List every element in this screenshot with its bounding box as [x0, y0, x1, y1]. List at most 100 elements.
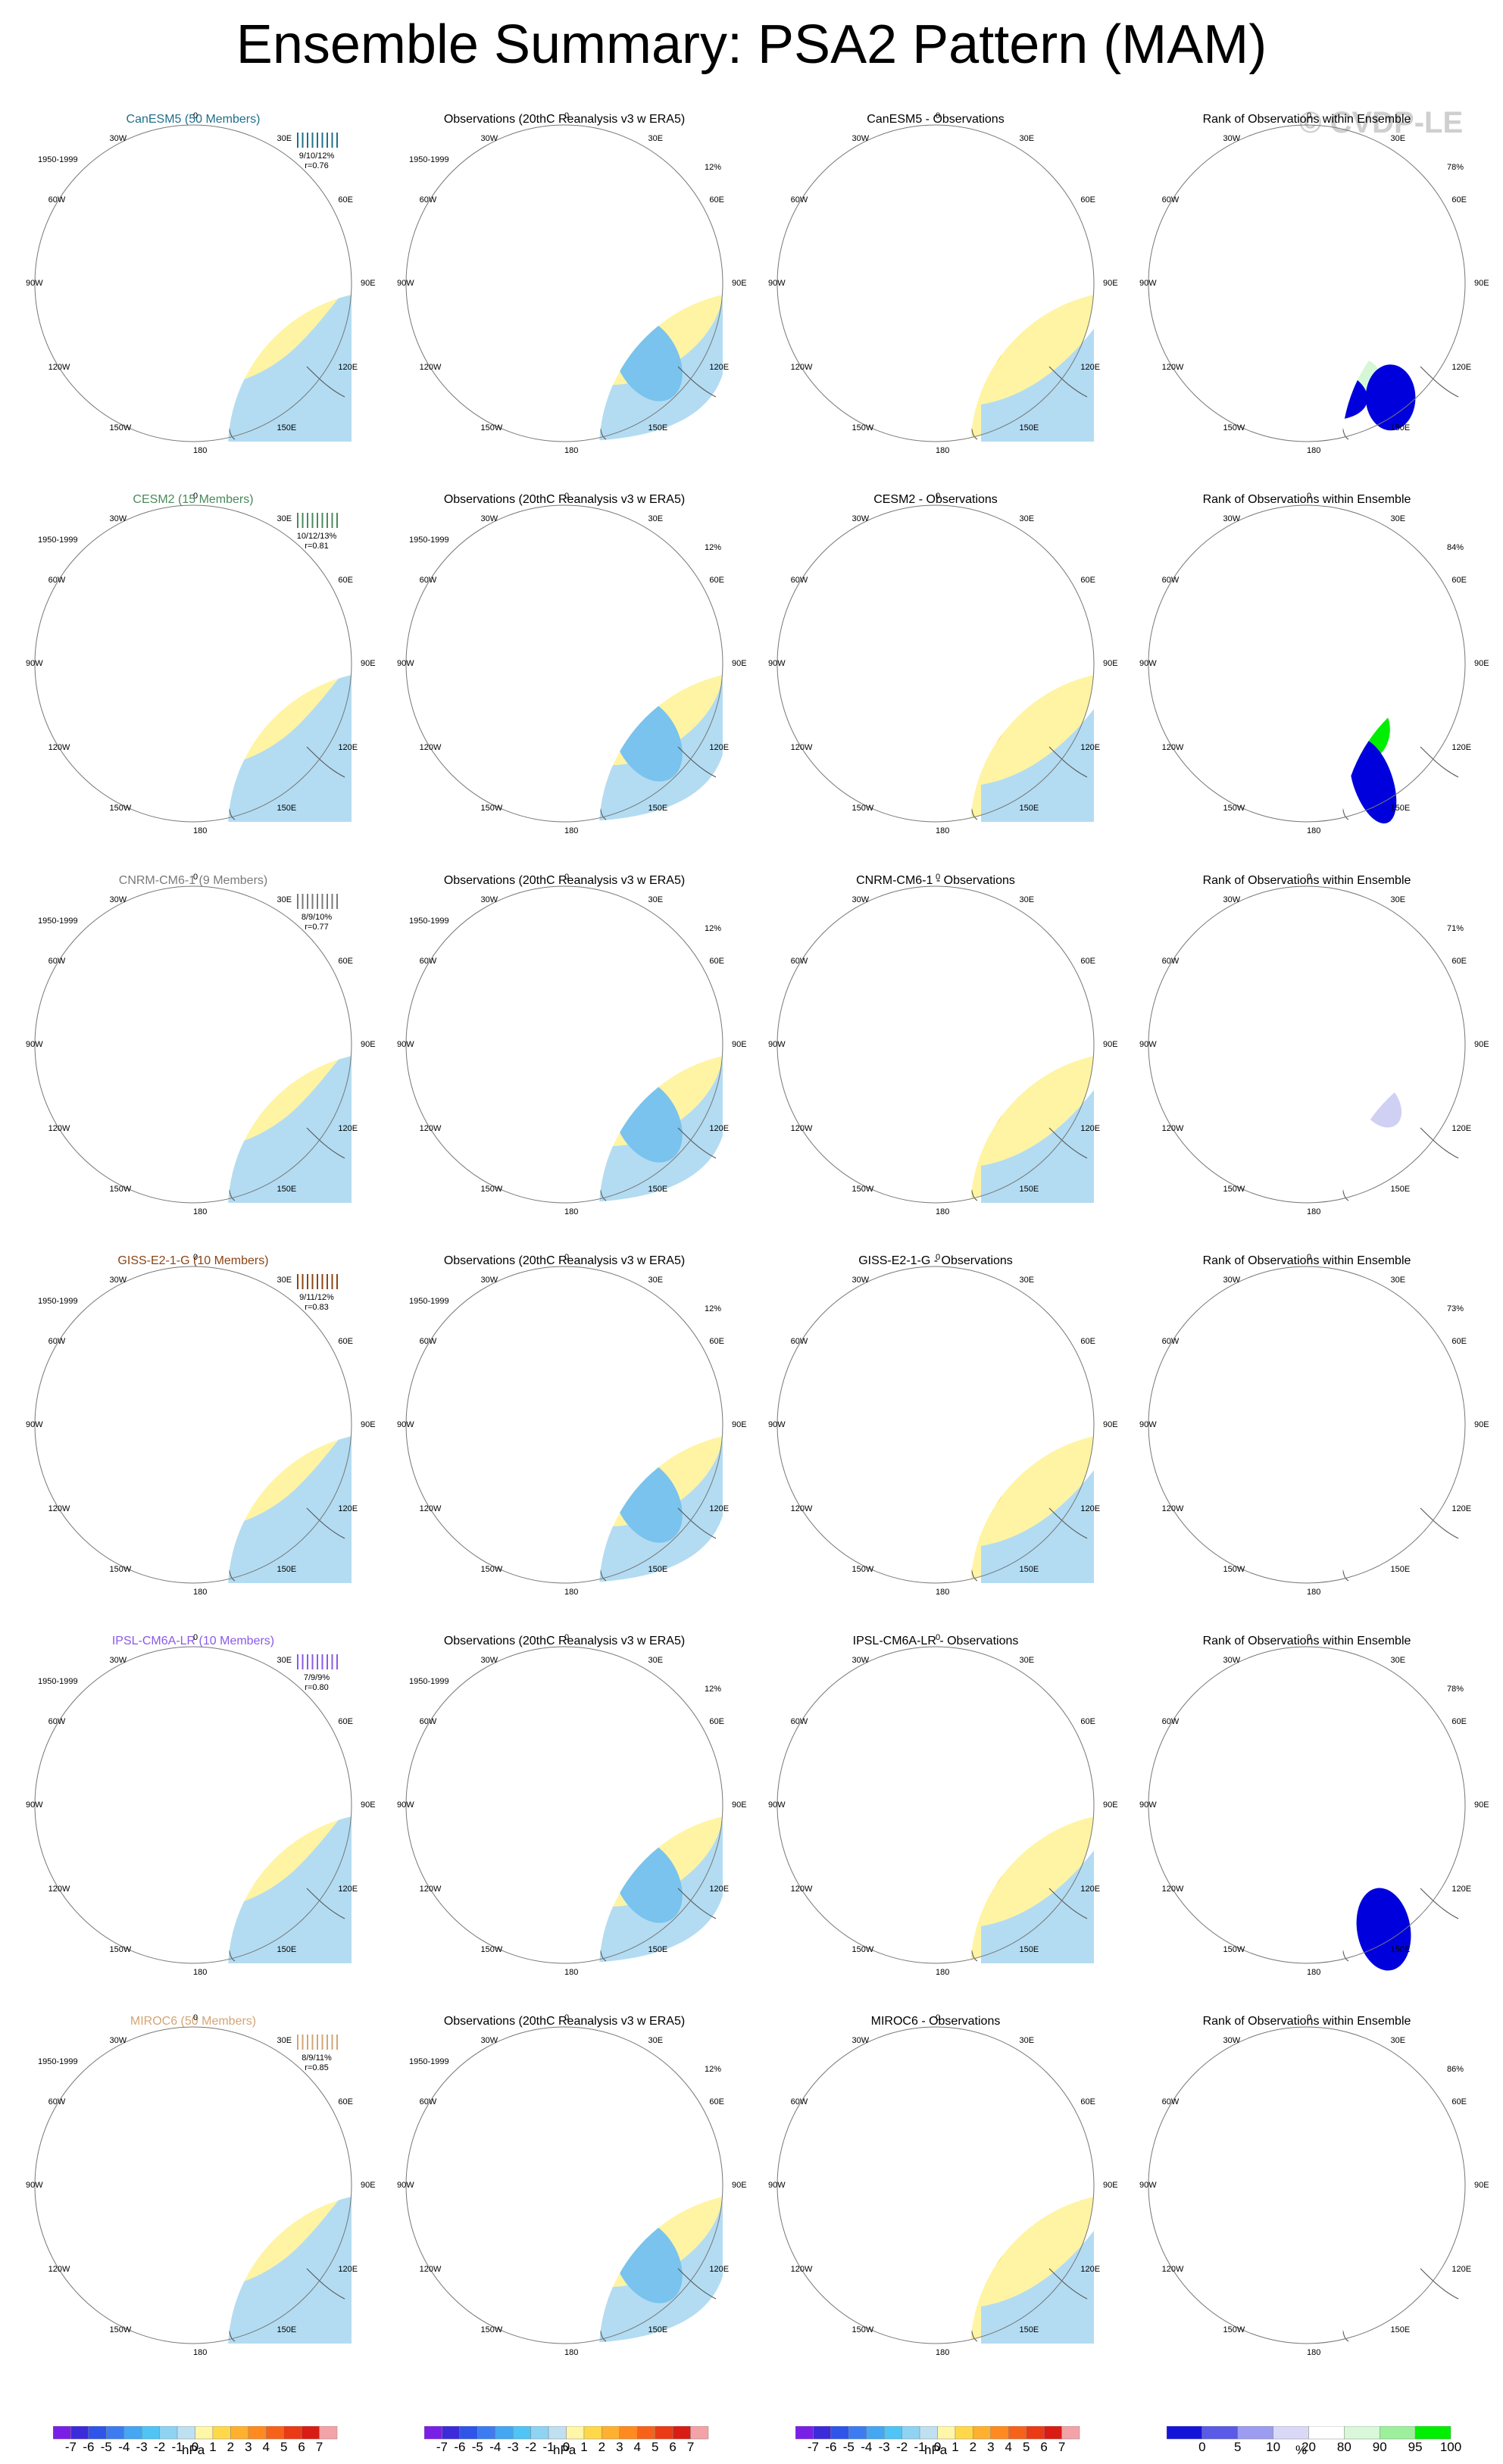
map-lon-label: 60E: [338, 575, 353, 585]
negative-anomaly: [970, 1454, 977, 1502]
positive-field: [970, 1432, 1094, 1583]
map-lon-label: 0: [193, 873, 198, 882]
map-lon-label: 30E: [1390, 1655, 1406, 1665]
panel-title: Rank of Observations within Ensemble: [1202, 1254, 1411, 1267]
south-america-coastline: [49, 2132, 146, 2179]
colorbar-swatch: [1008, 2426, 1026, 2440]
map-lon-label: 150W: [480, 1565, 503, 1575]
australia-coastline: [1420, 1127, 1459, 1159]
map-outline: [776, 124, 1095, 442]
map-lon-label: 180: [1307, 446, 1321, 455]
rank-map: [1148, 885, 1466, 1204]
antarctica-coastline: [599, 1052, 612, 1079]
negative-field: [35, 505, 214, 707]
map-lon-label: 90E: [732, 279, 747, 288]
map-lon-label: 120W: [1161, 1123, 1184, 1133]
negative-cell: [527, 232, 587, 274]
map-lon-label: 150W: [480, 1185, 503, 1195]
pressure-map: [34, 1646, 352, 1964]
map-lon-label: 60E: [709, 1336, 724, 1346]
map-lon-label: 150E: [277, 1565, 297, 1575]
rank-patch-pale: [1175, 2072, 1236, 2132]
negative-core: [123, 1024, 150, 1060]
rank-patch-pale: [1314, 1286, 1406, 1379]
colorbar-tick-label: 2: [970, 2440, 976, 2454]
panel-title: CNRM-CM6-1 - Observations: [856, 874, 1015, 887]
south-america-coastline: [49, 611, 146, 657]
map-outline: [776, 885, 1095, 1204]
panel-title: Rank of Observations within Ensemble: [1202, 493, 1411, 506]
map-lon-label: 90E: [732, 1800, 747, 1810]
colorbar-swatch: [919, 2426, 938, 2440]
ensemble-spread-ticks: [297, 894, 338, 909]
map-lon-label: 120E: [709, 1123, 730, 1133]
panel-3-2: GISS-E2-1-G - Observations 0 30E 60E 90E 120E…: [742, 1253, 1118, 1630]
colorbar-tick-label: 6: [669, 2440, 676, 2454]
rank-patch-low: [1342, 1062, 1355, 1123]
map-lon-label: 150E: [277, 423, 297, 433]
colorbar-swatch: [1344, 2426, 1380, 2440]
africa-coastline: [223, 2038, 254, 2087]
map-lon-label: 30W: [851, 1275, 870, 1285]
map-lon-label: 60W: [790, 575, 808, 585]
colorbar-swatch: [212, 2426, 231, 2440]
colorbar-swatch: [106, 2426, 124, 2440]
map-lon-label: 90W: [768, 1040, 786, 1049]
map-lon-label: 30E: [277, 1655, 292, 1665]
panel-title: CESM2 - Observations: [873, 493, 998, 506]
map-lon-label: 180: [564, 1588, 579, 1597]
rank-patch-pale: [1182, 2128, 1260, 2204]
map-lon-label: 180: [193, 2348, 208, 2357]
colorbar-units: hPa: [553, 2443, 577, 2457]
negative-core: [123, 643, 150, 679]
positive-anomaly-north: [558, 1699, 601, 1744]
rank-percent-label: 71%: [1447, 924, 1464, 933]
map-outline: [34, 885, 352, 1204]
map-lon-label: 120W: [48, 362, 70, 372]
south-america-east-coastline: [890, 512, 899, 580]
map-lon-label: 150W: [109, 1945, 132, 1955]
colorbar-units: hPa: [182, 2443, 205, 2457]
map-lon-label: 90W: [26, 279, 43, 288]
map-lon-label: 150E: [648, 423, 668, 433]
map-lon-label: 0: [564, 1633, 570, 1642]
rank-percent-label: 86%: [1447, 2065, 1464, 2074]
map-lon-label: 120E: [338, 362, 358, 372]
map-lon-label: 90E: [1103, 2181, 1118, 2190]
africa-coastline: [966, 897, 996, 946]
panel-title: IPSL-CM6A-LR - Observations: [852, 1635, 1019, 1647]
rank-patch-pale: [1194, 1865, 1246, 1920]
map-lon-label: 0: [564, 492, 570, 501]
map-lon-label: 60E: [1451, 575, 1467, 585]
pattern-correlation-label: r=0.81: [305, 542, 329, 551]
map-lon-label: 60W: [48, 575, 66, 585]
rank-patch-pale: [1208, 2097, 1276, 2162]
colorbar-swatch: [1061, 2426, 1080, 2440]
negative-core-strong: [523, 2172, 538, 2199]
rank-field: [1342, 291, 1465, 442]
panel-2-3: Rank of Observations within Ensemble 71% 0…: [1114, 873, 1489, 1250]
map-lon-label: 120W: [48, 1504, 70, 1513]
map-lon-label: 120W: [790, 2264, 813, 2274]
rank-patch-high: [1342, 331, 1351, 381]
colorbar-swatch: [1308, 2426, 1345, 2440]
rank-patch-high: [1312, 1698, 1364, 1754]
colorbar-tick-label: -7: [808, 2440, 819, 2454]
negative-core: [514, 1011, 547, 1078]
map-lon-label: 90E: [1474, 2181, 1489, 2190]
positive-anomaly-small: [617, 2166, 625, 2181]
colorbar-swatch: [283, 2426, 302, 2440]
rank-percent-label: 78%: [1447, 1685, 1464, 1694]
ensemble-variance-label: 8/9/10%: [301, 913, 333, 922]
colorbar-swatch: [1237, 2426, 1273, 2440]
map-lon-label: 60E: [338, 195, 353, 205]
map-lon-label: 120E: [1451, 742, 1472, 752]
australia-coastline: [1420, 2268, 1459, 2300]
positive-field: [970, 671, 1094, 822]
positive-field: [228, 1052, 352, 1203]
map-lon-label: 30E: [277, 895, 292, 904]
map-lon-label: 60W: [48, 195, 66, 205]
negative-anomaly-small: [926, 965, 945, 980]
map-lon-label: 0: [936, 492, 941, 501]
map-lon-label: 120E: [709, 742, 730, 752]
